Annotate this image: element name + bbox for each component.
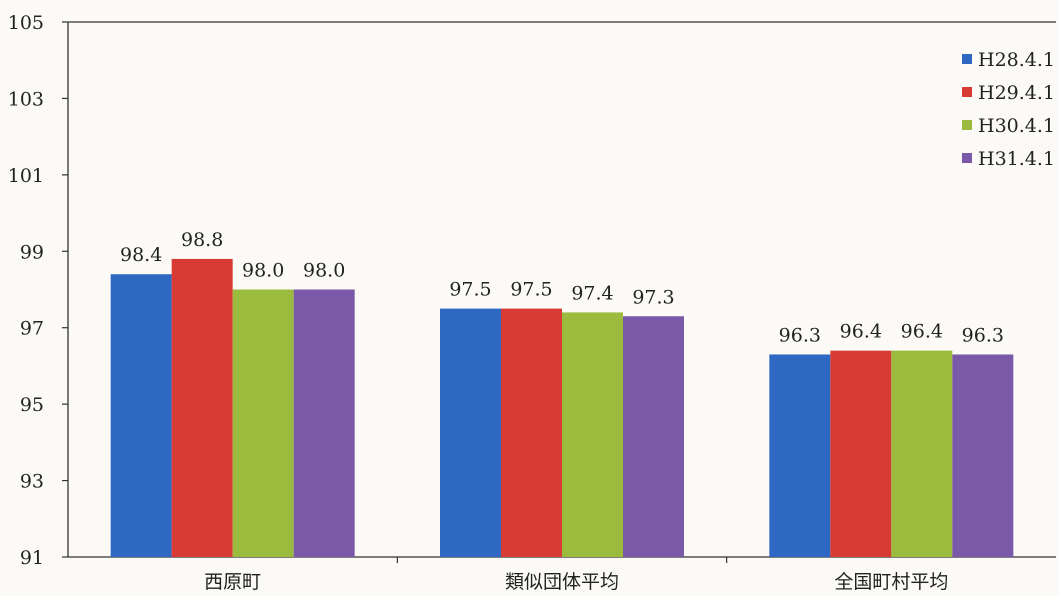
x-axis: 西原町 類似団体平均 全国町村平均 — [204, 557, 948, 593]
bar — [952, 354, 1014, 557]
y-tick-label: 91 — [20, 547, 44, 569]
y-axis: 91 93 95 97 99 101 103 105 — [8, 12, 68, 569]
legend-label: H28.4.1 — [978, 49, 1055, 71]
bar — [171, 258, 233, 557]
x-tick-label: 全国町村平均 — [834, 571, 948, 593]
data-label-group: 98.4 98.8 98.0 98.0 97.5 97.5 97.4 97.3 96.3 96.4… — [120, 229, 1004, 347]
data-label: 98.0 — [242, 260, 284, 282]
x-tick-label: 西原町 — [204, 571, 261, 593]
y-tick-label: 101 — [8, 165, 44, 187]
bar-series-group — [110, 258, 1014, 557]
bar — [830, 350, 892, 557]
y-tick-label: 93 — [20, 471, 44, 493]
bar — [769, 354, 831, 557]
y-tick-label: 99 — [20, 241, 44, 263]
legend-swatch — [962, 87, 972, 97]
y-tick-label: 95 — [20, 394, 44, 416]
data-label: 97.5 — [510, 279, 552, 301]
data-label: 96.3 — [779, 324, 821, 346]
legend-label: H31.4.1 — [978, 148, 1055, 170]
x-tick-label: 類似団体平均 — [505, 571, 619, 593]
data-label: 96.4 — [901, 321, 943, 343]
legend: H28.4.1 H29.4.1 H30.4.1 H31.4.1 — [962, 49, 1055, 170]
legend-label: H30.4.1 — [978, 115, 1055, 137]
data-label: 98.0 — [303, 260, 345, 282]
data-label: 96.3 — [962, 324, 1004, 346]
legend-label: H29.4.1 — [978, 82, 1055, 104]
bar — [501, 308, 562, 557]
bar — [440, 308, 501, 557]
bar — [110, 274, 172, 557]
data-label: 97.5 — [449, 279, 491, 301]
data-label: 97.3 — [632, 286, 674, 308]
bar — [232, 289, 294, 557]
data-label: 98.4 — [120, 244, 162, 266]
y-tick-label: 105 — [8, 12, 44, 34]
bar — [623, 316, 684, 557]
y-tick-label: 97 — [20, 318, 44, 340]
legend-swatch — [962, 54, 972, 64]
bar — [293, 289, 355, 557]
data-label: 98.8 — [181, 229, 223, 251]
data-label: 96.4 — [840, 321, 882, 343]
legend-swatch — [962, 153, 972, 163]
bar — [562, 312, 623, 557]
data-label: 97.4 — [571, 282, 613, 304]
bar — [891, 350, 953, 557]
legend-swatch — [962, 120, 972, 130]
y-tick-label: 103 — [8, 88, 44, 110]
